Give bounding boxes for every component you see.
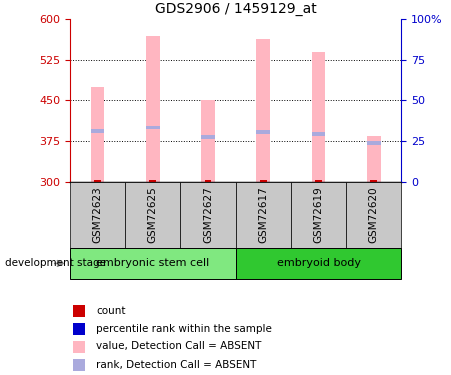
Bar: [256, 130, 270, 134]
Bar: [205, 180, 212, 182]
Text: value, Detection Call = ABSENT: value, Detection Call = ABSENT: [97, 342, 262, 351]
Bar: [367, 141, 381, 145]
Text: count: count: [97, 306, 126, 316]
Bar: [291, 182, 346, 248]
Bar: [91, 87, 105, 182]
Text: percentile rank within the sample: percentile rank within the sample: [97, 324, 272, 333]
Bar: [201, 135, 215, 139]
Bar: [180, 182, 235, 248]
Bar: [94, 180, 101, 182]
Bar: [73, 340, 85, 352]
Bar: [73, 305, 85, 317]
Bar: [125, 182, 180, 248]
Bar: [260, 180, 267, 182]
Bar: [315, 180, 322, 182]
Bar: [73, 322, 85, 334]
Text: GSM72620: GSM72620: [369, 186, 379, 243]
Bar: [235, 248, 401, 279]
Bar: [201, 100, 215, 182]
Text: embryoid body: embryoid body: [276, 258, 360, 268]
Text: GSM72619: GSM72619: [313, 186, 323, 243]
Bar: [346, 182, 401, 248]
Bar: [235, 182, 291, 248]
Bar: [70, 248, 235, 279]
Text: embryonic stem cell: embryonic stem cell: [96, 258, 209, 268]
Text: rank, Detection Call = ABSENT: rank, Detection Call = ABSENT: [97, 360, 257, 370]
Bar: [312, 53, 326, 182]
Bar: [146, 36, 160, 182]
Bar: [312, 132, 326, 136]
Bar: [70, 182, 125, 248]
Bar: [370, 180, 377, 182]
Title: GDS2906 / 1459129_at: GDS2906 / 1459129_at: [155, 2, 317, 16]
Text: GSM72623: GSM72623: [92, 186, 102, 243]
Text: GSM72627: GSM72627: [203, 186, 213, 243]
Bar: [256, 39, 270, 182]
Bar: [73, 359, 85, 371]
Text: GSM72617: GSM72617: [258, 186, 268, 243]
Bar: [146, 126, 160, 129]
Text: GSM72625: GSM72625: [148, 186, 158, 243]
Bar: [367, 136, 381, 182]
Bar: [149, 180, 156, 182]
Bar: [91, 129, 105, 133]
Text: development stage: development stage: [5, 258, 106, 268]
